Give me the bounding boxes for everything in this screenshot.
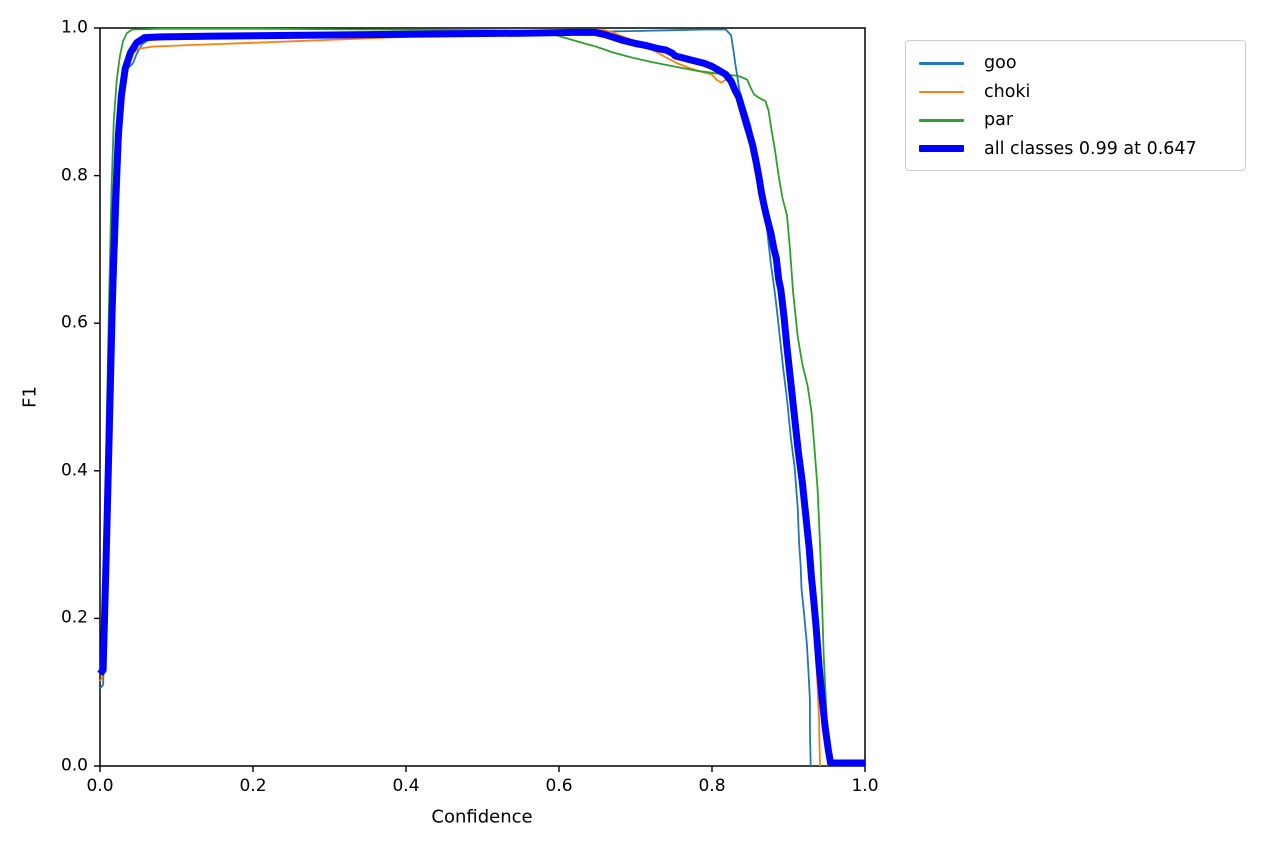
legend: goo choki par all classes 0.99 at 0.647 <box>905 40 1246 171</box>
y-axis-label: F1 <box>19 386 41 408</box>
x-axis-label: Confidence <box>431 806 533 828</box>
y-tick-label: 0.4 <box>60 460 88 481</box>
legend-label-all-classes: all classes 0.99 at 0.647 <box>984 138 1197 159</box>
y-tick-label: 0.8 <box>60 165 88 186</box>
x-tick-label: 0.2 <box>239 776 267 796</box>
y-tick-label: 0.2 <box>60 607 88 628</box>
x-tick-label: 0.4 <box>392 776 420 796</box>
plot-border <box>99 27 866 767</box>
legend-line-sample-par <box>919 119 964 122</box>
legend-label-goo: goo <box>984 53 1017 74</box>
curve-all-classes <box>97 28 865 767</box>
legend-label-choki: choki <box>984 81 1031 102</box>
x-tick-label: 1.0 <box>851 776 879 796</box>
legend-line-sample-all-classes <box>919 145 964 153</box>
legend-item-goo: goo <box>919 49 1245 78</box>
y-tick-label: 0.6 <box>60 312 88 333</box>
curve-goo <box>99 28 812 767</box>
curve-choki <box>99 28 821 767</box>
x-tick-label: 0.8 <box>698 776 726 796</box>
legend-line-sample-choki <box>919 90 964 93</box>
y-tick-label: 1.0 <box>60 17 88 38</box>
legend-item-choki: choki <box>919 78 1245 107</box>
legend-item-par: par <box>919 106 1245 135</box>
x-tick-label: 0.6 <box>545 776 573 796</box>
legend-label-par: par <box>984 110 1014 131</box>
legend-line-sample-goo <box>919 62 964 65</box>
curve-par <box>99 27 830 767</box>
y-tick-label: 0.0 <box>60 755 88 776</box>
legend-item-all-classes: all classes 0.99 at 0.647 <box>919 135 1245 164</box>
x-tick-label: 0.0 <box>86 776 114 796</box>
